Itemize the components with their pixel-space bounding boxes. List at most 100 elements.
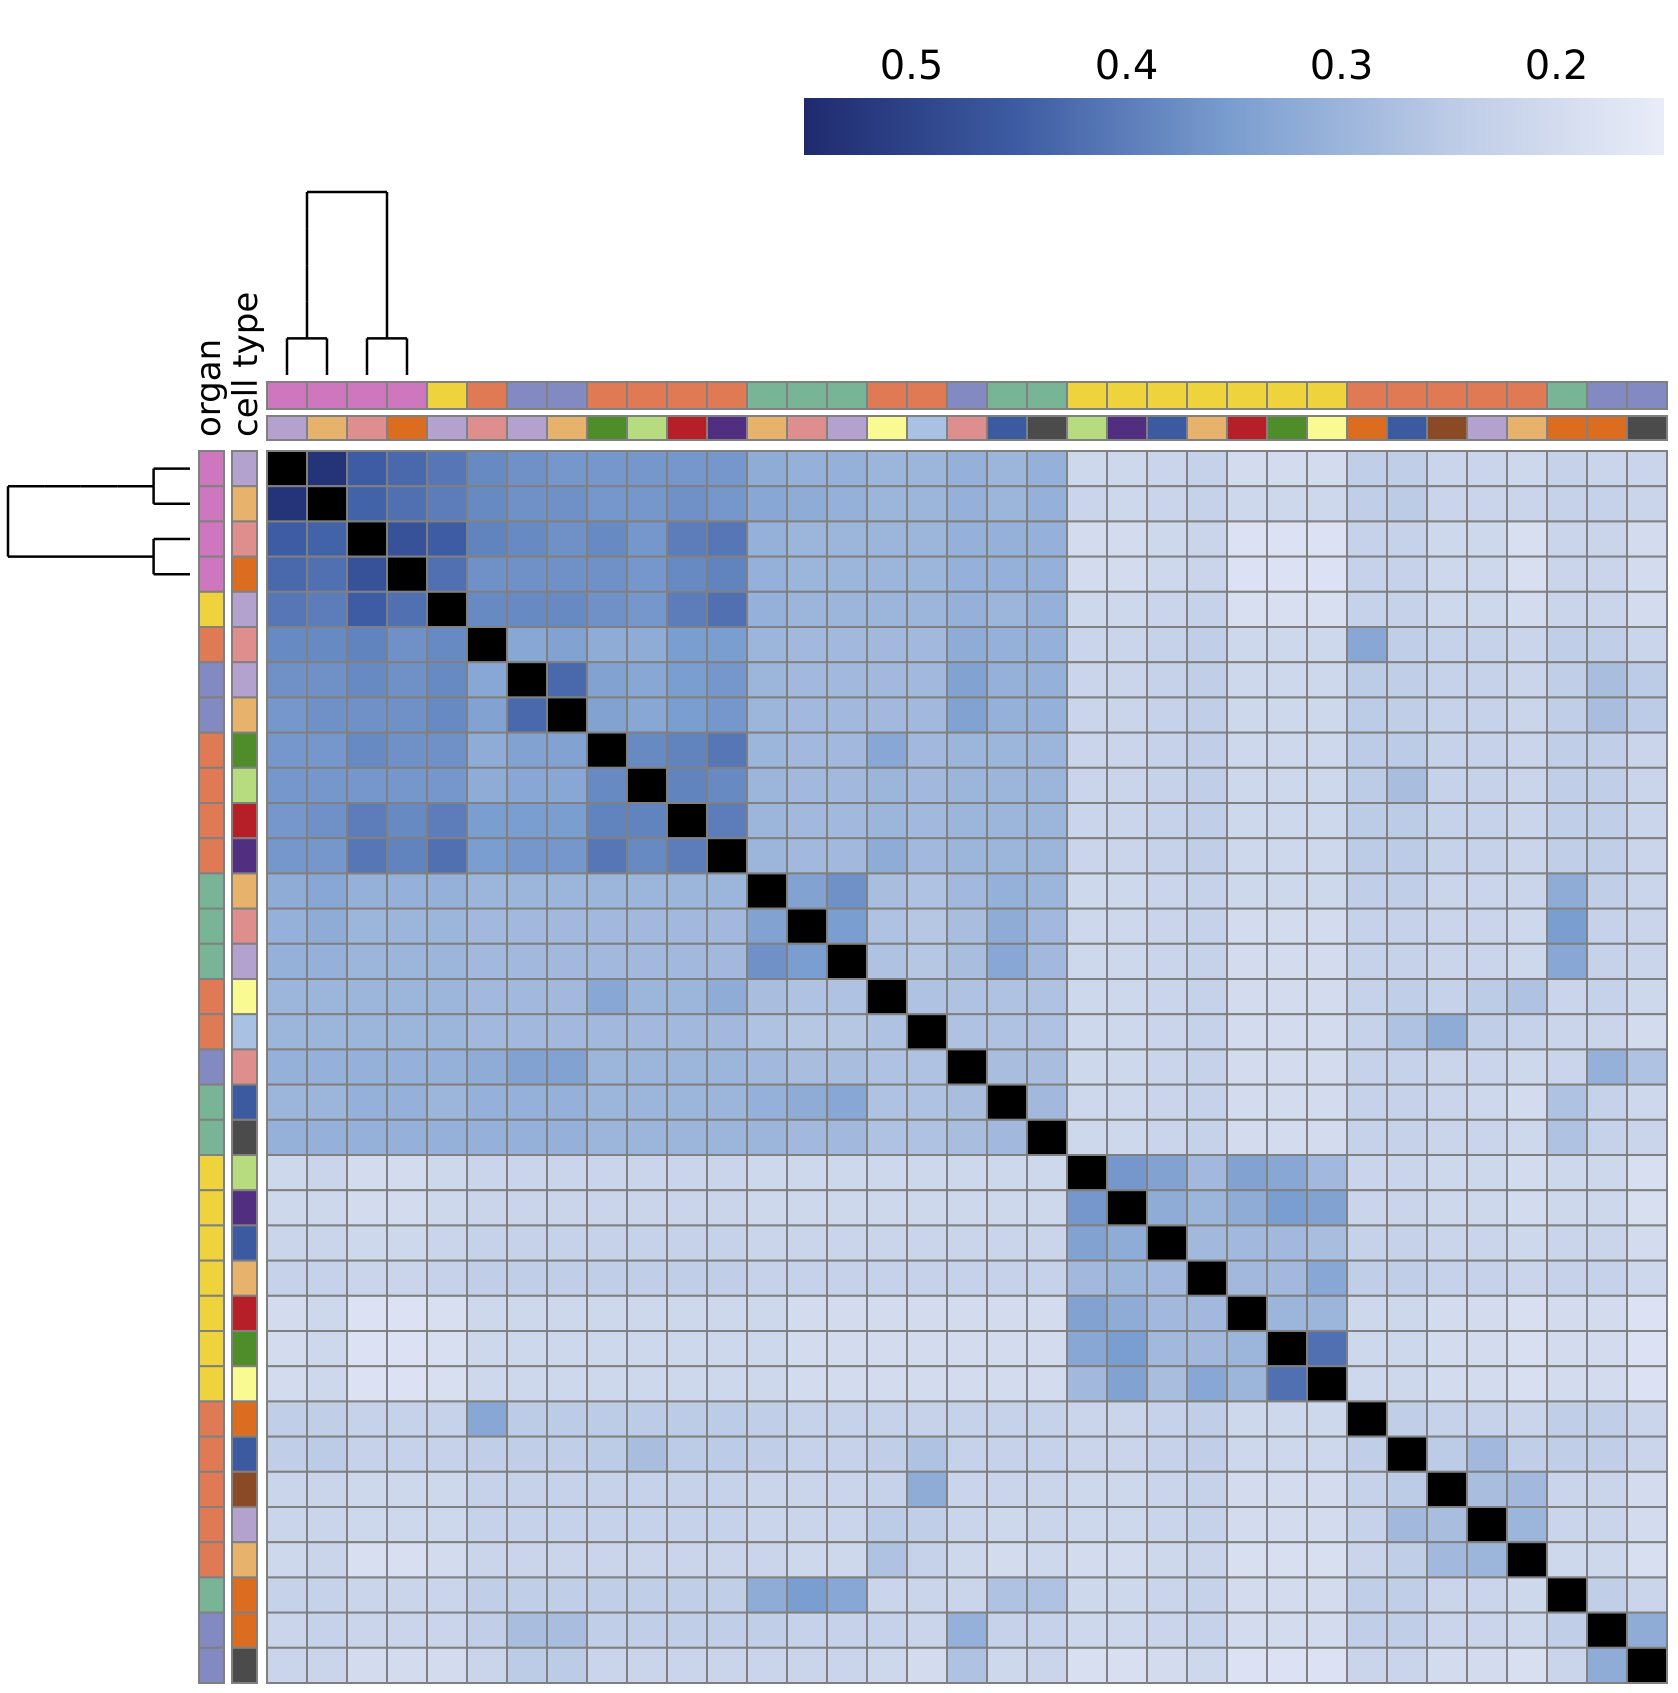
heatmap-cell [386,1611,428,1649]
heatmap-cell [426,661,468,699]
heatmap-cell [786,1259,828,1297]
heatmap-cell [546,696,588,734]
heatmap-cell [546,802,588,840]
heatmap-cell [706,872,748,910]
heatmap-cell [1106,766,1148,804]
heatmap-cell [1626,1435,1668,1473]
heatmap-cell [506,1541,548,1579]
heatmap-cell [1266,696,1308,734]
heatmap-cell [826,590,868,628]
heatmap-cell [1586,1224,1628,1262]
heatmap-cell [1346,1435,1388,1473]
heatmap-cell [306,1118,348,1157]
heatmap-cell [546,661,588,699]
row-organ-swatch [198,766,225,804]
heatmap-cell [1346,872,1388,910]
heatmap-cell [1066,1470,1108,1509]
heatmap-cell [346,1259,388,1297]
heatmap-cell [986,1259,1028,1297]
heatmap-cell [986,520,1028,558]
heatmap-cell [906,1506,948,1544]
heatmap-cell [1226,1365,1268,1403]
heatmap-cell [1306,485,1348,523]
column-cell-type-swatch [1186,415,1228,441]
heatmap-cell [1146,978,1188,1016]
heatmap-cell [306,1330,348,1368]
heatmap-cell [986,1118,1028,1157]
heatmap-cell [1266,731,1308,769]
heatmap-cell [1306,1013,1348,1051]
heatmap-cell [1226,485,1268,523]
heatmap-cell [466,1118,508,1157]
heatmap-cell [1186,978,1228,1016]
heatmap-cell [986,1048,1028,1086]
heatmap-cell [986,661,1028,699]
heatmap-cell [466,731,508,769]
heatmap-cell [1386,1294,1428,1333]
heatmap-cell [1506,1435,1548,1473]
heatmap-cell [426,1646,468,1685]
column-organ-swatch [1386,381,1428,410]
column-cell-type-swatch [1466,415,1508,441]
heatmap-cell [546,1294,588,1333]
heatmap-cell [626,1576,668,1614]
heatmap-cell [1146,1365,1188,1403]
column-organ-swatch [906,381,948,410]
heatmap-cell [1426,1330,1468,1368]
column-organ-swatch [1546,381,1588,410]
heatmap-cell [306,1576,348,1614]
column-cell-type-swatch [426,415,468,441]
heatmap-cell [266,1259,308,1297]
heatmap-cell [586,1294,628,1333]
heatmap-cell [1546,485,1588,523]
heatmap-cell [1266,590,1308,628]
heatmap-cell [386,1646,428,1685]
heatmap-cell [1186,731,1228,769]
heatmap-cell [1466,1470,1508,1509]
row-cell-type-swatch [231,626,258,664]
heatmap-cell [546,1189,588,1227]
heatmap-cell [1266,766,1308,804]
heatmap-cell [266,1541,308,1579]
heatmap-cell [626,942,668,980]
heatmap-cell [746,978,788,1016]
heatmap-cell [1306,1541,1348,1579]
column-cell-type-swatch [1026,415,1068,441]
heatmap-cell [986,1154,1028,1192]
heatmap-cell [626,978,668,1016]
heatmap-cell [786,942,828,980]
heatmap-cell [506,590,548,628]
heatmap-cell [386,696,428,734]
heatmap-cell [546,1435,588,1473]
heatmap-cell [666,1118,708,1157]
heatmap-cell [986,1611,1028,1649]
heatmap-cell [906,942,948,980]
row-organ-swatch [198,1576,225,1614]
heatmap-cell [586,626,628,664]
heatmap-cell [1386,1400,1428,1438]
heatmap-cell [466,1259,508,1297]
heatmap-cell [866,907,908,945]
column-organ-swatch [1026,381,1068,410]
heatmap-cell [1146,1646,1188,1685]
heatmap-cell [1026,1576,1068,1614]
heatmap-cell [1426,1118,1468,1157]
heatmap-cell [386,626,428,664]
column-cell-type-swatch [1346,415,1388,441]
heatmap-cell [1066,766,1108,804]
heatmap-cell [586,978,628,1016]
heatmap-cell [1546,1541,1588,1579]
heatmap-cell [1466,1506,1508,1544]
heatmap-cell [1426,907,1468,945]
heatmap-cell [386,1224,428,1262]
heatmap-cell [426,520,468,558]
heatmap-cell [426,1611,468,1649]
heatmap-cell [626,450,668,488]
heatmap-cell [866,1294,908,1333]
heatmap-cell [1386,661,1428,699]
heatmap-cell [1226,1576,1268,1614]
heatmap-cell [1146,837,1188,875]
heatmap-cell [1546,766,1588,804]
heatmap-cell [946,978,988,1016]
heatmap-cell [1266,1611,1308,1649]
